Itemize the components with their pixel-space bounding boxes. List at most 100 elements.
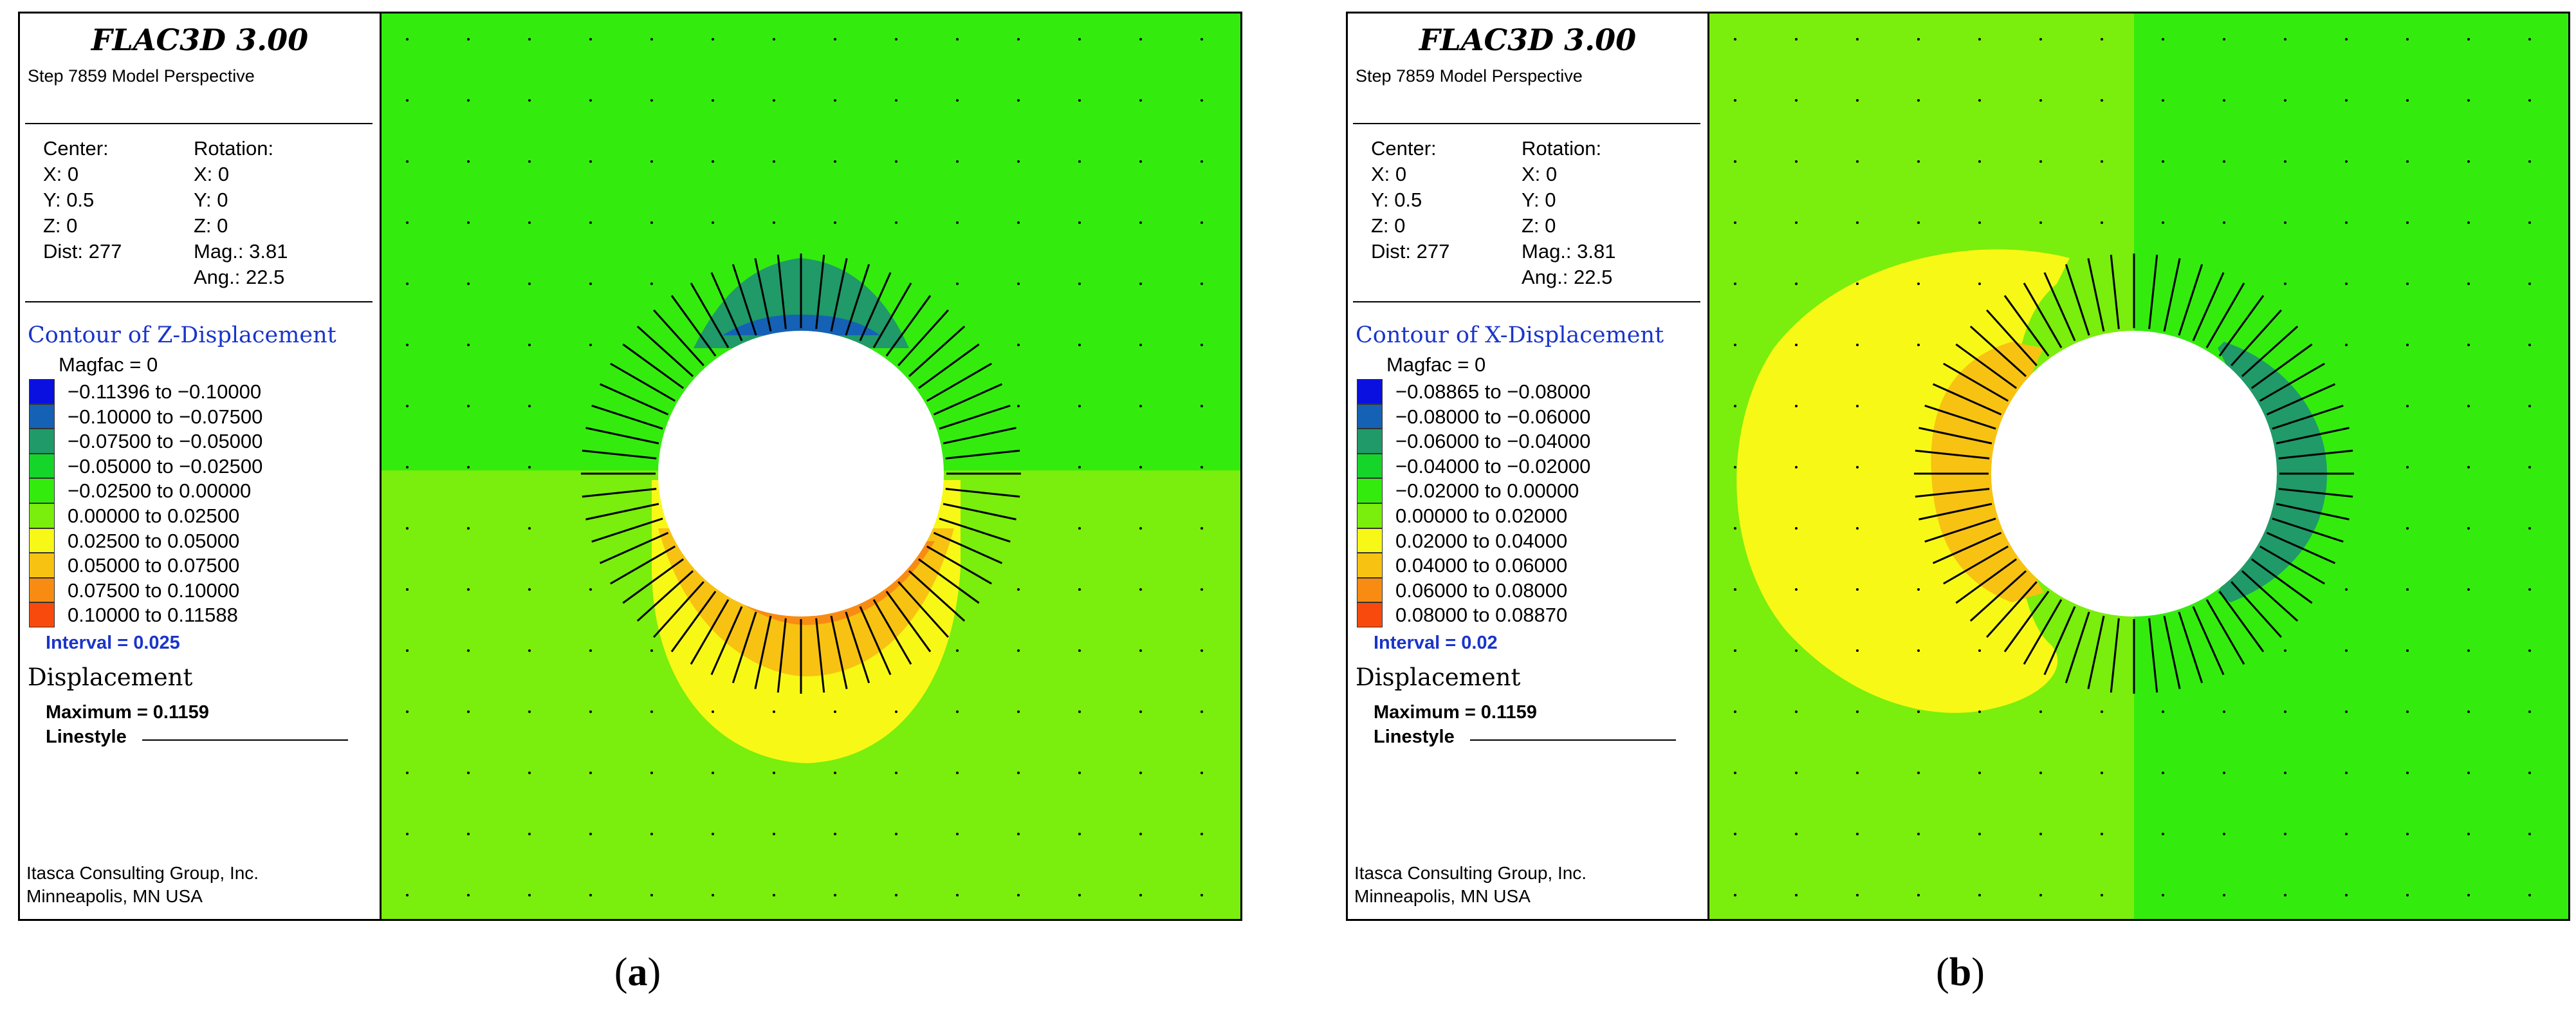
legend-band-label: 0.06000 to 0.08000 bbox=[1395, 579, 1568, 602]
rotation-y: Y: 0 bbox=[194, 189, 228, 211]
grid-point bbox=[2039, 710, 2042, 713]
grid-point bbox=[406, 833, 409, 835]
grid-point bbox=[528, 772, 531, 774]
legend-band-label: 0.04000 to 0.06000 bbox=[1395, 554, 1568, 577]
grid-point bbox=[467, 38, 470, 41]
grid-point bbox=[1795, 833, 1798, 835]
displacement-vector bbox=[943, 503, 1017, 521]
grid-point bbox=[650, 160, 653, 163]
displacement-vector bbox=[2087, 258, 2105, 332]
grid-point bbox=[1856, 649, 1859, 652]
legend-band-label: −0.08000 to −0.06000 bbox=[1395, 405, 1591, 428]
grid-point bbox=[2528, 405, 2531, 407]
grid-point bbox=[2284, 772, 2286, 774]
magnification: Mag.: 3.81 bbox=[1522, 240, 1616, 263]
grid-point bbox=[1856, 283, 1859, 285]
linestyle-label: Linestyle bbox=[1374, 727, 1455, 747]
grid-point bbox=[1017, 344, 1020, 346]
grid-point bbox=[1917, 710, 1920, 713]
grid-point bbox=[528, 588, 531, 591]
legend-panel: FLAC3D 3.00 Step 7859 Model Perspective … bbox=[1348, 14, 1709, 919]
displacement-vector bbox=[582, 488, 657, 498]
maximum: Maximum = 0.1159 bbox=[1374, 702, 1537, 723]
grid-point bbox=[1201, 710, 1203, 713]
grid-point bbox=[1978, 283, 1981, 285]
grid-point bbox=[589, 99, 592, 102]
grid-point bbox=[467, 649, 470, 652]
legend-band-label: 0.02000 to 0.04000 bbox=[1395, 529, 1568, 552]
displacement-vector bbox=[2178, 264, 2203, 336]
displacement-vector bbox=[908, 570, 966, 622]
grid-point bbox=[1734, 160, 1736, 163]
grid-point bbox=[2467, 160, 2470, 163]
legend-swatch bbox=[29, 528, 55, 553]
displacement-vector bbox=[2218, 295, 2265, 357]
grid-point bbox=[2467, 527, 2470, 530]
displacement-vector bbox=[2163, 258, 2181, 332]
grid-point bbox=[1978, 649, 1981, 652]
grid-point bbox=[1978, 221, 1981, 224]
grid-point bbox=[2039, 772, 2042, 774]
grid-point bbox=[1078, 466, 1081, 468]
legend-swatch bbox=[29, 577, 55, 603]
grid-point bbox=[834, 99, 836, 102]
center-x: X: 0 bbox=[43, 163, 79, 185]
grid-point bbox=[773, 772, 775, 774]
contour-plot bbox=[382, 14, 1240, 919]
grid-point bbox=[467, 405, 470, 407]
grid-point bbox=[467, 221, 470, 224]
displacement-vector bbox=[2241, 326, 2299, 377]
grid-point bbox=[2528, 283, 2531, 285]
displacement-vector bbox=[2148, 618, 2158, 693]
grid-point bbox=[834, 772, 836, 774]
grid-point bbox=[1017, 160, 1020, 163]
grid-point bbox=[1795, 344, 1798, 346]
grid-point bbox=[1917, 221, 1920, 224]
grid-point bbox=[406, 38, 409, 41]
grid-point bbox=[2039, 38, 2042, 41]
figure-panel-b: FLAC3D 3.00 Step 7859 Model Perspective … bbox=[1346, 12, 2570, 921]
grid-point bbox=[528, 405, 531, 407]
step-info: Step 7859 Model Perspective bbox=[28, 66, 255, 86]
displacement-vector bbox=[1924, 404, 1996, 430]
displacement-vector bbox=[885, 590, 932, 653]
grid-point bbox=[1917, 283, 1920, 285]
displacement-vector bbox=[2250, 343, 2313, 389]
legend-band-label: −0.02000 to 0.00000 bbox=[1395, 479, 1579, 503]
grid-point bbox=[1078, 405, 1081, 407]
grid-point bbox=[528, 99, 531, 102]
grid-point bbox=[589, 38, 592, 41]
grid-point bbox=[650, 833, 653, 835]
grid-point bbox=[467, 99, 470, 102]
displacement-vector bbox=[653, 580, 704, 638]
legend-band-label: −0.05000 to −0.02500 bbox=[68, 454, 263, 478]
displacement-vector bbox=[731, 611, 757, 683]
legend-swatch bbox=[29, 602, 55, 627]
legend-band-label: −0.06000 to −0.04000 bbox=[1395, 430, 1591, 453]
grid-point bbox=[589, 772, 592, 774]
grid-point bbox=[406, 894, 409, 896]
grid-point bbox=[406, 344, 409, 346]
displacement-vector bbox=[2272, 517, 2344, 543]
displacement-vector bbox=[872, 598, 912, 665]
legend-swatch bbox=[1357, 553, 1383, 578]
legend-band-label: −0.07500 to −0.05000 bbox=[68, 430, 263, 453]
contour-title: Contour of X-Displacement bbox=[1356, 322, 1664, 348]
displacement-vector bbox=[591, 517, 663, 543]
grid-point bbox=[1795, 772, 1798, 774]
grid-point bbox=[2467, 99, 2470, 102]
grid-point bbox=[1201, 894, 1203, 896]
grid-point bbox=[773, 38, 775, 41]
grid-point bbox=[2467, 344, 2470, 346]
grid-point bbox=[2406, 588, 2409, 591]
displacement-vector bbox=[690, 598, 730, 665]
displacement-vector bbox=[1943, 362, 2009, 402]
grid-point bbox=[1139, 588, 1142, 591]
legend-swatch bbox=[1357, 503, 1383, 528]
x-displacement-contour-plot bbox=[1709, 14, 2568, 919]
grid-point bbox=[1017, 833, 1020, 835]
grid-point bbox=[1078, 772, 1081, 774]
grid-point bbox=[895, 38, 897, 41]
grid-point bbox=[406, 588, 409, 591]
grid-point bbox=[834, 710, 836, 713]
